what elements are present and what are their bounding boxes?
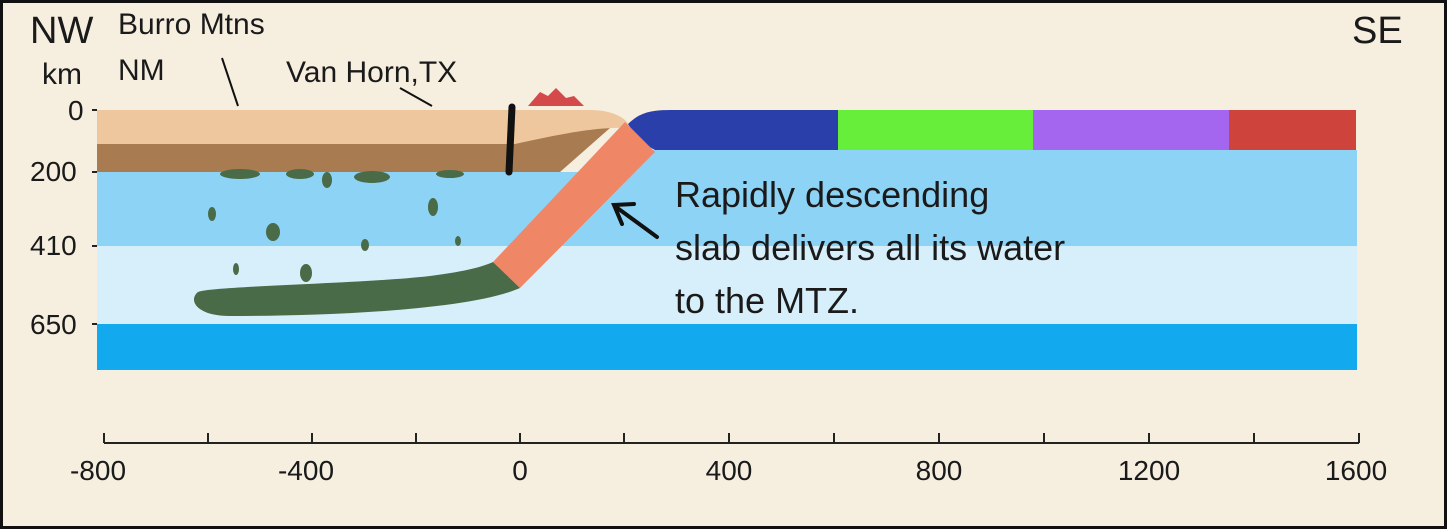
water-drips bbox=[208, 169, 464, 282]
depth-label-650: 650 bbox=[30, 309, 77, 340]
van-horn-pointer bbox=[399, 87, 433, 107]
annotation-arrow-icon bbox=[611, 202, 659, 239]
annotation-line2: slab delivers all its water bbox=[675, 227, 1066, 268]
depth-label-0: 0 bbox=[68, 95, 84, 126]
direction-se: SE bbox=[1352, 10, 1403, 52]
subducting-slab bbox=[493, 122, 655, 288]
place-burro-line2: NM bbox=[118, 54, 165, 87]
annotation-line1: Rapidly descending bbox=[675, 174, 990, 215]
plate-segment-green bbox=[838, 110, 1033, 150]
annotation-line3: to the MTZ. bbox=[675, 280, 860, 321]
plate-segment-purple bbox=[1033, 110, 1229, 150]
depth-label-200: 200 bbox=[30, 156, 77, 187]
plate-segment-blue bbox=[628, 110, 838, 150]
distance-label-neg800: -800 bbox=[69, 455, 127, 486]
distance-label-neg400: -400 bbox=[277, 455, 335, 486]
distance-label-0: 0 bbox=[512, 455, 528, 486]
lower-mantle-layer bbox=[97, 324, 1357, 370]
depth-label-410: 410 bbox=[30, 230, 77, 261]
distance-label-1600: 1600 bbox=[1324, 455, 1388, 486]
lithosphere-layer bbox=[97, 128, 610, 172]
volcano-icon bbox=[528, 88, 584, 106]
depth-ticks bbox=[92, 109, 97, 325]
distance-axis bbox=[103, 433, 1360, 444]
flat-slab bbox=[193, 262, 520, 316]
fault-line bbox=[505, 103, 516, 176]
distance-label-1200: 1200 bbox=[1117, 455, 1181, 486]
upper-mantle-layer-east bbox=[620, 150, 1357, 246]
burro-pointer bbox=[221, 57, 239, 107]
crust-layer bbox=[97, 110, 630, 144]
place-van-horn: Van Horn,TX bbox=[286, 56, 458, 89]
units-label: km bbox=[42, 58, 82, 91]
distance-label-400: 400 bbox=[705, 455, 753, 486]
place-burro-line1: Burro Mtns bbox=[118, 8, 265, 41]
direction-nw: NW bbox=[30, 10, 94, 52]
distance-label-800: 800 bbox=[915, 455, 963, 486]
plate-segment-red bbox=[1229, 110, 1356, 150]
